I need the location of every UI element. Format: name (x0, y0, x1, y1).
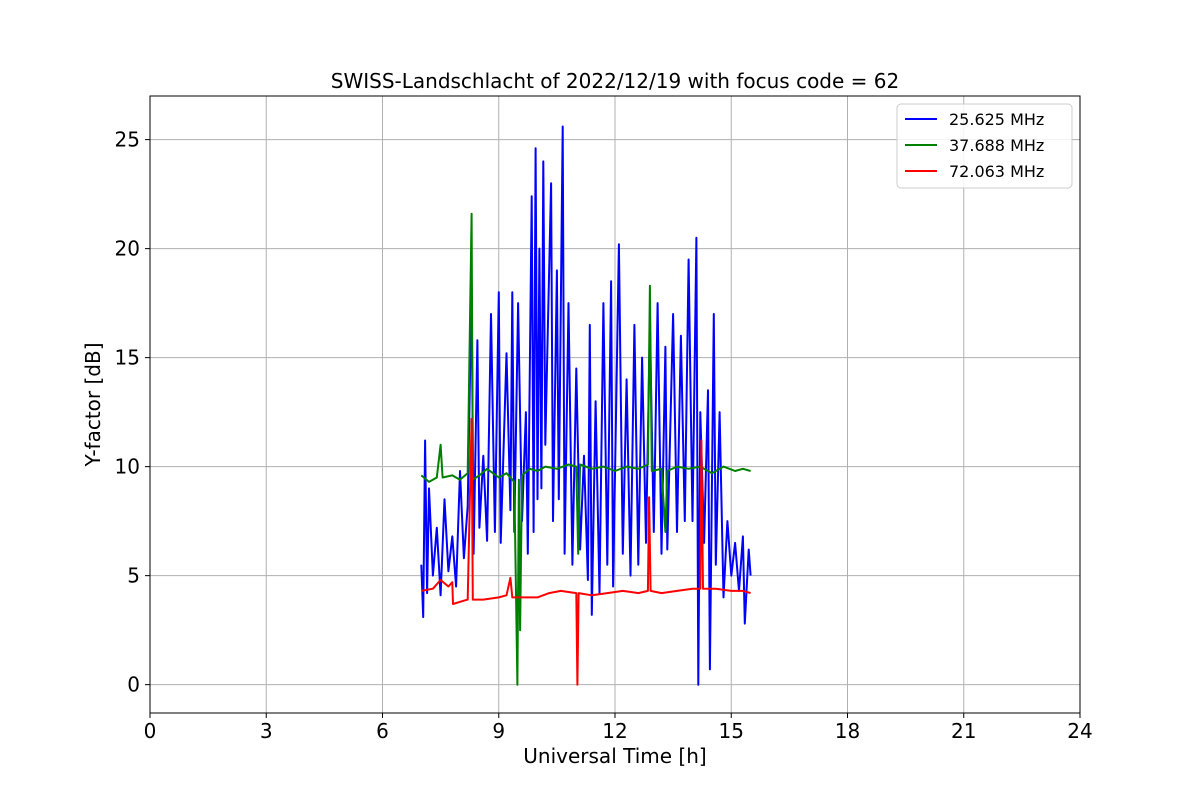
x-tick-label: 0 (144, 719, 157, 743)
y-tick-label: 25 (115, 128, 140, 152)
legend-label: 72.063 MHz (949, 162, 1044, 181)
series-line-2 (420, 212, 751, 686)
x-axis-label: Universal Time [h] (523, 744, 706, 768)
y-tick-label: 20 (115, 237, 140, 261)
legend-box (896, 103, 1073, 189)
x-tick-label: 9 (492, 719, 505, 743)
y-tick-label: 10 (115, 455, 140, 479)
x-tick-label: 15 (719, 719, 744, 743)
x-tick-label: 12 (602, 719, 627, 743)
series-line-3 (421, 417, 751, 686)
x-tick-label: 24 (1067, 719, 1092, 743)
x-tick-label: 21 (951, 719, 976, 743)
y-tick-label: 15 (115, 346, 140, 370)
y-tick-label: 0 (127, 673, 140, 697)
legend: 25.625 MHz 37.688 MHz 72.063 MHz (896, 103, 1073, 189)
y-tick-label: 5 (127, 564, 140, 588)
chart-title: SWISS-Landschlacht of 2022/12/19 with fo… (331, 69, 899, 93)
x-tick-label: 3 (260, 719, 273, 743)
series-lines (420, 125, 752, 686)
y-axis-label: Y-factor [dB] (81, 342, 105, 467)
x-tick-label: 18 (835, 719, 860, 743)
legend-label: 37.688 MHz (949, 136, 1044, 155)
x-tick-label: 6 (376, 719, 389, 743)
axis-ticks: 0 3 6 9 12 15 18 21 24 0 5 10 15 20 25 (115, 128, 1093, 743)
legend-label: 25.625 MHz (949, 110, 1044, 129)
